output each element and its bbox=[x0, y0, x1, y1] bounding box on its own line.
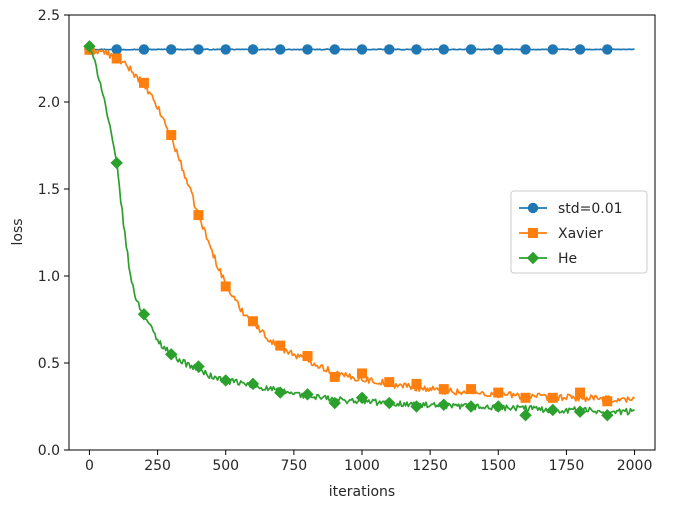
series-marker bbox=[111, 44, 122, 55]
series-marker bbox=[301, 388, 314, 401]
series-marker bbox=[138, 44, 150, 55]
series-marker bbox=[247, 316, 258, 327]
y-axis-label: loss bbox=[10, 218, 26, 245]
series-marker bbox=[166, 130, 177, 141]
series-marker bbox=[573, 405, 587, 418]
series-marker bbox=[437, 398, 450, 411]
series-marker bbox=[192, 360, 205, 373]
series-marker bbox=[574, 44, 586, 55]
series-marker bbox=[466, 384, 477, 395]
series-marker bbox=[438, 44, 449, 55]
series-marker bbox=[220, 281, 231, 292]
x-tick-label: 1500 bbox=[480, 458, 516, 474]
series-marker bbox=[165, 348, 178, 361]
series-marker bbox=[493, 387, 504, 398]
legend-frame bbox=[510, 190, 648, 274]
series-he bbox=[83, 40, 635, 422]
x-tick-label: 0 bbox=[85, 458, 94, 474]
x-tick-label: 2000 bbox=[617, 458, 653, 474]
y-axis: 0.0 0.5 1.0 1.5 2.0 2.5 bbox=[38, 8, 69, 459]
series-marker bbox=[328, 396, 341, 410]
series-marker bbox=[383, 396, 396, 410]
series-std-0-01 bbox=[84, 44, 635, 55]
series-marker bbox=[411, 44, 422, 55]
series-marker bbox=[247, 44, 259, 55]
series-marker bbox=[193, 44, 204, 55]
series-marker bbox=[411, 378, 422, 389]
legend-label: He bbox=[558, 251, 577, 267]
series-layer bbox=[83, 40, 635, 422]
series-marker bbox=[493, 44, 504, 55]
series-marker bbox=[520, 392, 531, 403]
y-tick-label: 2.0 bbox=[38, 95, 60, 111]
series-marker bbox=[410, 400, 423, 413]
series-marker bbox=[137, 308, 151, 321]
series-marker bbox=[356, 44, 368, 55]
series-marker bbox=[166, 44, 177, 55]
legend: std=0.01 Xavier He bbox=[510, 190, 648, 274]
series-marker bbox=[110, 156, 123, 170]
series-marker bbox=[220, 44, 231, 55]
legend-label: std=0.01 bbox=[558, 201, 623, 217]
y-tick-label: 1.0 bbox=[38, 269, 60, 285]
series-marker bbox=[357, 368, 367, 379]
series-marker bbox=[602, 44, 613, 55]
y-tick-label: 0.5 bbox=[38, 356, 60, 372]
series-marker bbox=[547, 44, 558, 55]
legend-marker bbox=[527, 202, 539, 214]
series-marker bbox=[384, 377, 395, 388]
series-line bbox=[88, 46, 635, 403]
series-marker bbox=[384, 44, 395, 55]
series-marker bbox=[575, 387, 586, 398]
series-marker bbox=[246, 377, 260, 391]
y-tick-label: 1.5 bbox=[38, 182, 60, 198]
series-marker bbox=[519, 409, 532, 422]
series-marker bbox=[329, 371, 340, 382]
series-marker bbox=[546, 403, 559, 417]
series-marker bbox=[83, 40, 96, 53]
series-marker bbox=[492, 400, 505, 413]
series-marker bbox=[465, 44, 477, 55]
series-marker bbox=[520, 44, 531, 55]
x-tick-label: 250 bbox=[144, 458, 171, 474]
legend-marker bbox=[528, 228, 538, 238]
x-tick-label: 1750 bbox=[549, 458, 585, 474]
x-axis-label: iterations bbox=[329, 484, 395, 500]
series-marker bbox=[438, 384, 449, 395]
y-tick-label: 2.5 bbox=[38, 8, 60, 24]
series-marker bbox=[275, 340, 286, 351]
series-marker bbox=[464, 400, 478, 413]
legend-entry: Xavier bbox=[519, 226, 603, 242]
series-marker bbox=[193, 210, 204, 221]
series-marker bbox=[302, 351, 313, 362]
series-marker bbox=[302, 44, 313, 55]
series-xavier bbox=[84, 44, 635, 407]
legend-entry: He bbox=[519, 251, 577, 267]
x-tick-label: 1000 bbox=[344, 458, 380, 474]
series-marker bbox=[111, 53, 122, 64]
series-marker bbox=[329, 44, 340, 55]
x-tick-label: 750 bbox=[280, 458, 307, 474]
series-marker bbox=[355, 391, 369, 404]
series-marker bbox=[275, 44, 286, 55]
series-marker bbox=[219, 374, 232, 387]
x-tick-label: 1250 bbox=[412, 458, 448, 474]
legend-entry: std=0.01 bbox=[519, 201, 623, 217]
series-marker bbox=[602, 396, 613, 407]
y-tick-label: 0.0 bbox=[38, 443, 60, 459]
x-tick-label: 500 bbox=[212, 458, 239, 474]
legend-marker bbox=[526, 251, 540, 265]
series-marker bbox=[274, 386, 287, 399]
x-axis: 0 250 500 750 1000 1250 1500 1750 2000 bbox=[85, 450, 652, 474]
legend-label: Xavier bbox=[558, 226, 603, 242]
series-marker bbox=[547, 392, 558, 403]
series-marker bbox=[601, 409, 614, 422]
series-marker bbox=[138, 77, 149, 88]
